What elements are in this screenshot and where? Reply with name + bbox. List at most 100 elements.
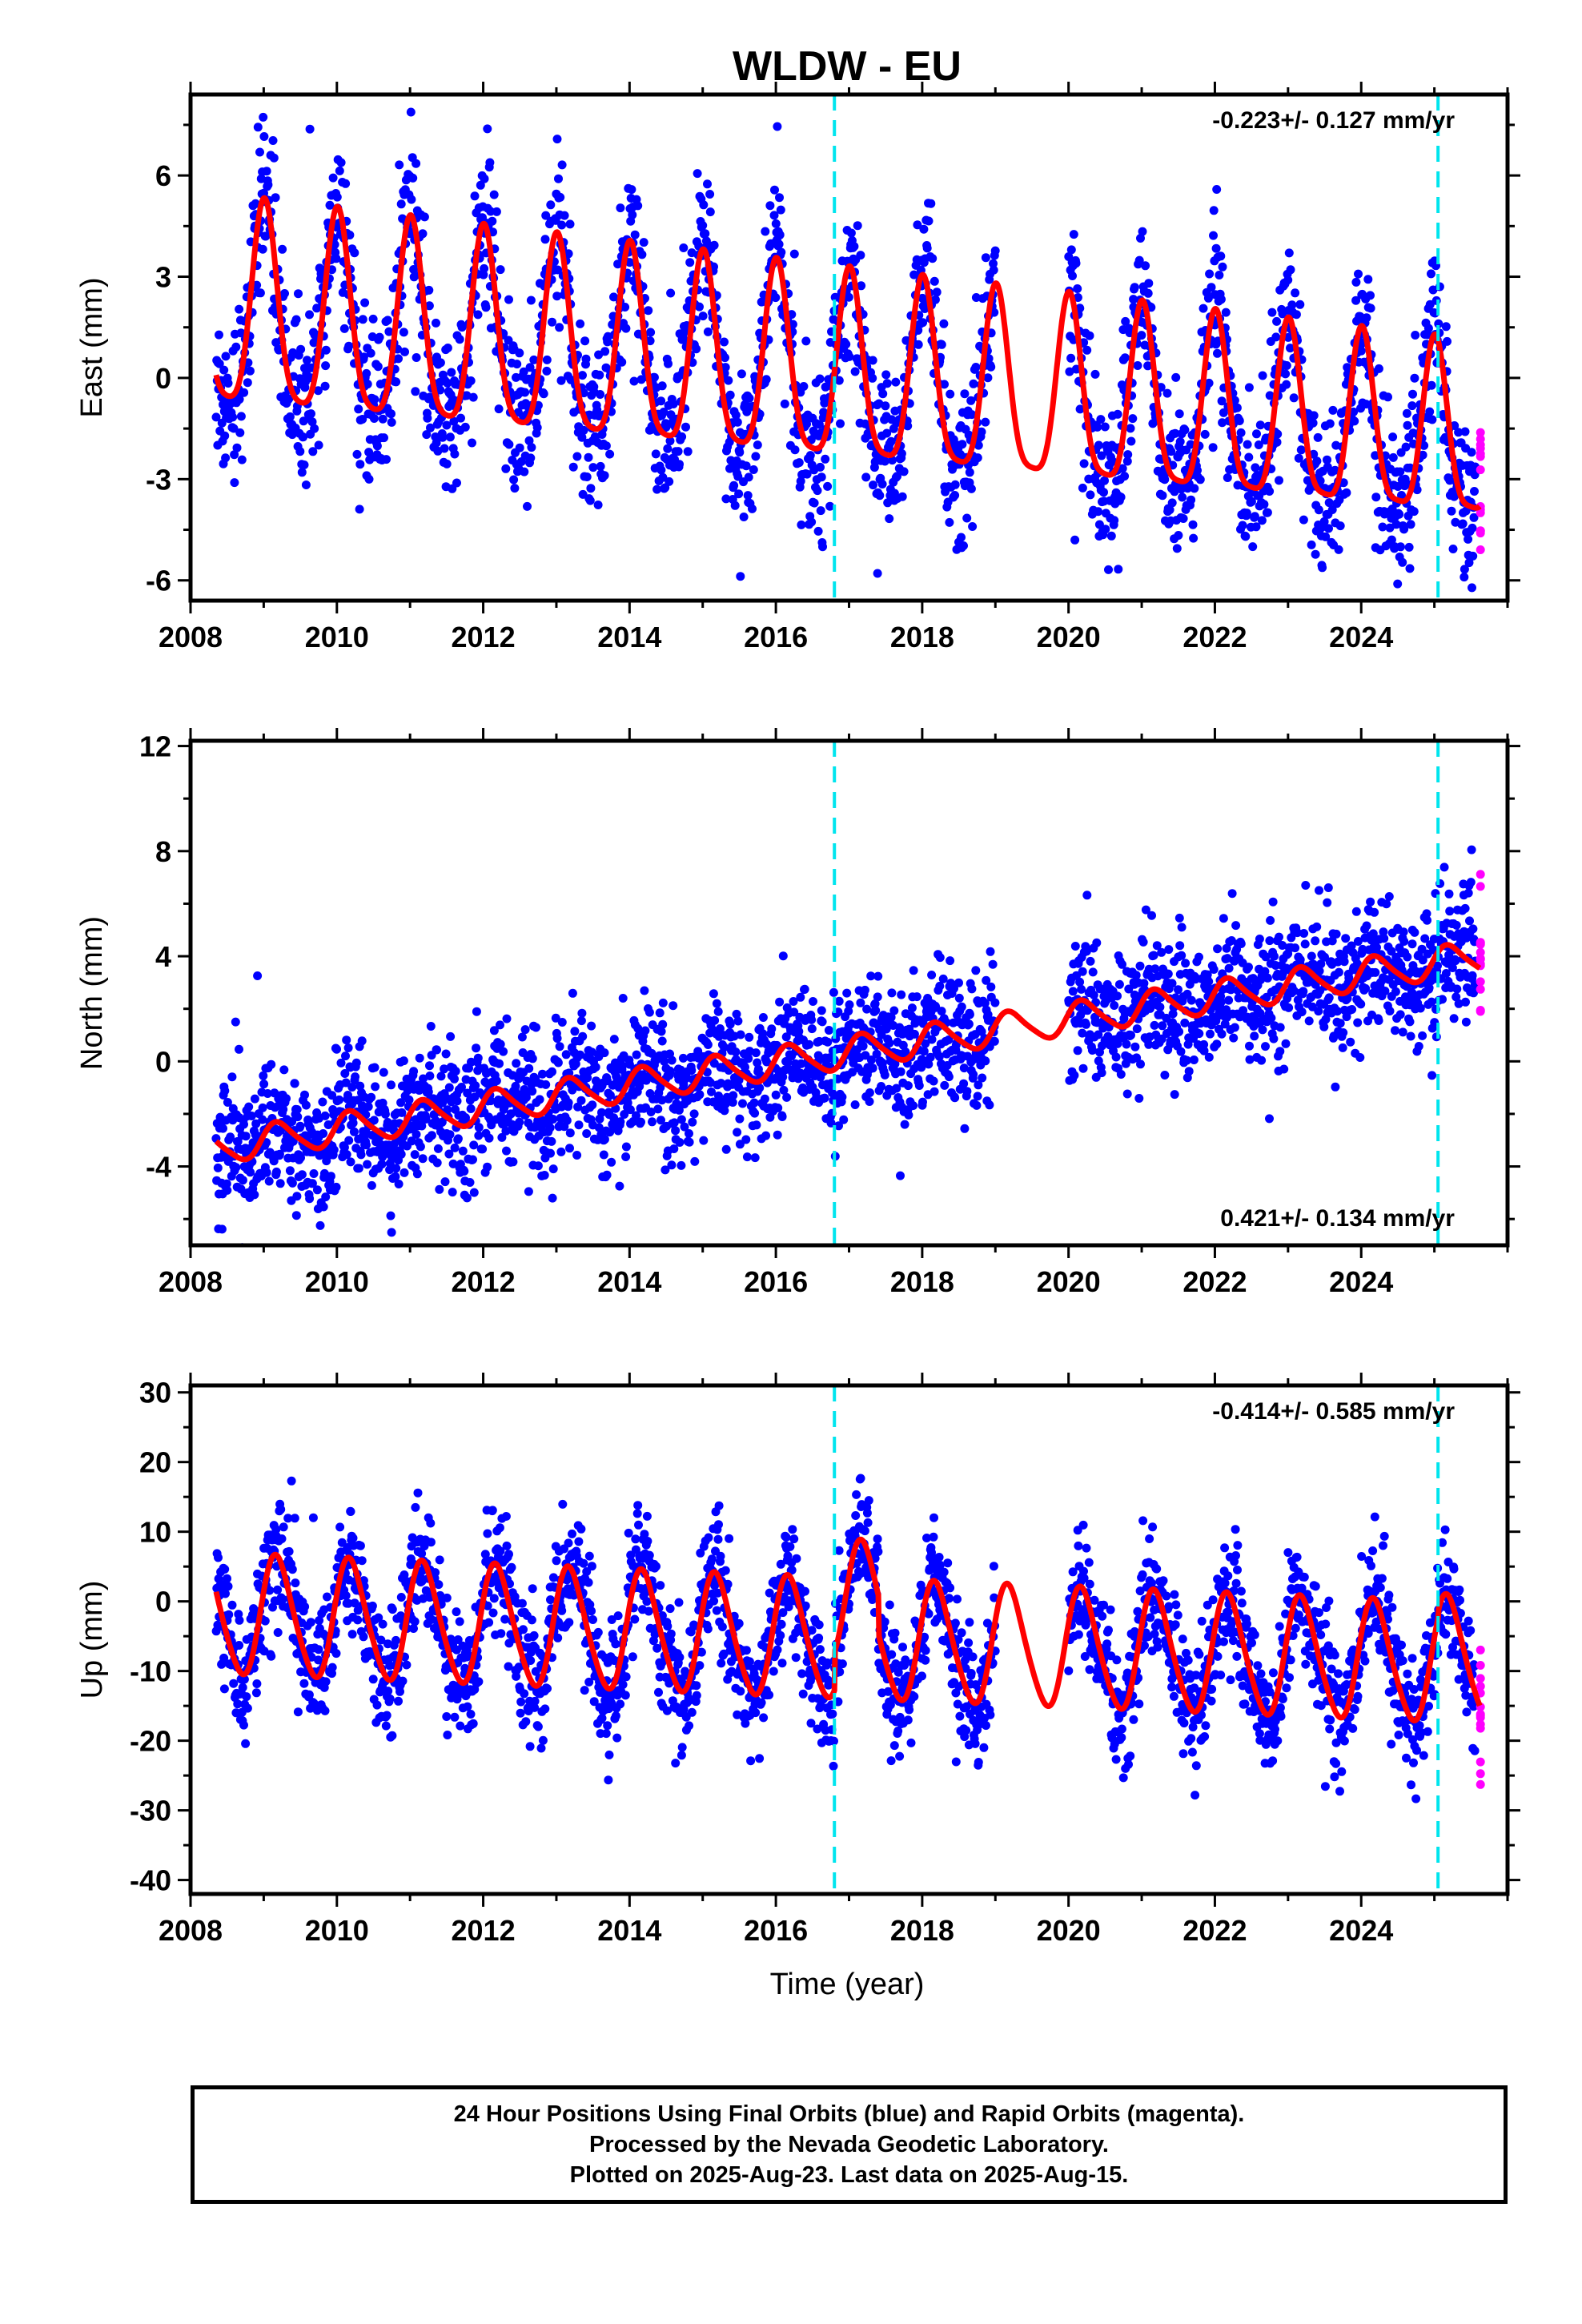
data-point <box>887 988 897 998</box>
data-point <box>416 1142 425 1152</box>
data-point <box>484 1133 494 1143</box>
data-point <box>325 200 335 210</box>
data-point <box>1406 1031 1415 1041</box>
data-point <box>358 415 367 424</box>
y-tick-label: 8 <box>155 835 171 868</box>
data-point <box>1400 474 1410 484</box>
data-point <box>1186 440 1195 449</box>
data-point <box>837 1092 847 1102</box>
data-point <box>565 1144 574 1153</box>
data-point <box>1461 997 1470 1007</box>
data-point <box>586 484 596 493</box>
plot-area <box>211 1385 1485 1894</box>
data-point <box>885 514 894 524</box>
data-point <box>1279 1064 1289 1074</box>
data-point <box>600 347 610 356</box>
data-point <box>950 491 960 500</box>
data-point <box>767 1024 777 1034</box>
data-point <box>944 1072 954 1082</box>
data-point <box>342 1035 351 1045</box>
data-point <box>1149 951 1158 960</box>
data-point <box>1073 293 1082 302</box>
data-point <box>553 265 563 275</box>
data-point <box>446 1031 456 1041</box>
data-point <box>962 513 972 523</box>
data-point <box>950 480 960 489</box>
data-point <box>243 378 252 388</box>
data-point <box>1454 428 1464 437</box>
data-point <box>520 467 529 476</box>
data-point <box>788 320 797 329</box>
data-point <box>653 1104 663 1114</box>
data-point <box>1445 476 1455 485</box>
data-point <box>1299 929 1309 938</box>
data-point <box>378 414 387 424</box>
data-point <box>418 1154 428 1164</box>
data-point <box>1132 1024 1142 1034</box>
data-point <box>909 1101 918 1111</box>
data-point <box>1165 505 1174 515</box>
data-point <box>1122 1089 1132 1099</box>
data-point <box>1286 265 1295 275</box>
data-point <box>1180 425 1190 435</box>
data-point <box>1335 1019 1345 1028</box>
data-point <box>501 464 511 473</box>
data-point <box>469 1188 479 1197</box>
data-point <box>899 467 909 476</box>
data-point <box>844 292 853 302</box>
data-point <box>1428 285 1438 295</box>
data-point <box>542 355 552 364</box>
data-point <box>223 379 233 388</box>
data-point <box>959 541 968 550</box>
panel-1: 2008 2010 2012 2014 2016 2018 2020 2022 2024-6-3… <box>75 82 1520 653</box>
data-point <box>990 246 1000 255</box>
data-point <box>1223 473 1232 482</box>
data-point <box>1244 383 1254 392</box>
data-point <box>1096 415 1106 424</box>
data-point <box>922 243 932 253</box>
data-point <box>1307 540 1316 549</box>
data-point <box>1291 310 1301 320</box>
data-point <box>1250 1031 1259 1041</box>
data-point <box>937 340 946 349</box>
data-point <box>587 1021 596 1031</box>
data-point <box>451 1067 460 1076</box>
x-tick-label: 2010 <box>305 621 369 653</box>
data-point <box>882 428 892 438</box>
data-point <box>221 453 231 463</box>
data-point <box>548 1193 557 1203</box>
data-point <box>578 1031 588 1041</box>
data-point <box>1141 261 1150 271</box>
data-point <box>344 341 354 351</box>
data-point <box>275 1179 285 1188</box>
data-point <box>688 1117 697 1127</box>
data-point <box>1449 492 1459 501</box>
data-point <box>1327 505 1337 514</box>
data-point <box>709 989 718 999</box>
data-point <box>360 298 370 308</box>
data-point <box>1323 455 1331 464</box>
data-point <box>1126 436 1136 446</box>
data-point <box>1089 991 1098 999</box>
data-point <box>1079 459 1089 468</box>
data-point <box>1070 942 1080 951</box>
data-point <box>881 401 890 411</box>
data-point <box>299 460 309 469</box>
data-point <box>510 484 520 493</box>
data-point <box>930 1087 939 1096</box>
data-point <box>1113 409 1122 419</box>
data-point <box>939 319 949 328</box>
data-point <box>351 1072 360 1082</box>
data-point <box>460 422 470 432</box>
data-point <box>291 1211 301 1220</box>
data-point <box>476 180 485 190</box>
data-point <box>436 385 445 395</box>
data-point <box>1129 295 1138 304</box>
data-point <box>967 984 977 994</box>
data-point <box>868 373 877 383</box>
data-point <box>596 461 605 471</box>
data-point <box>1265 487 1275 496</box>
data-point <box>1468 551 1478 561</box>
data-point <box>817 1017 827 1027</box>
data-point <box>481 303 491 312</box>
